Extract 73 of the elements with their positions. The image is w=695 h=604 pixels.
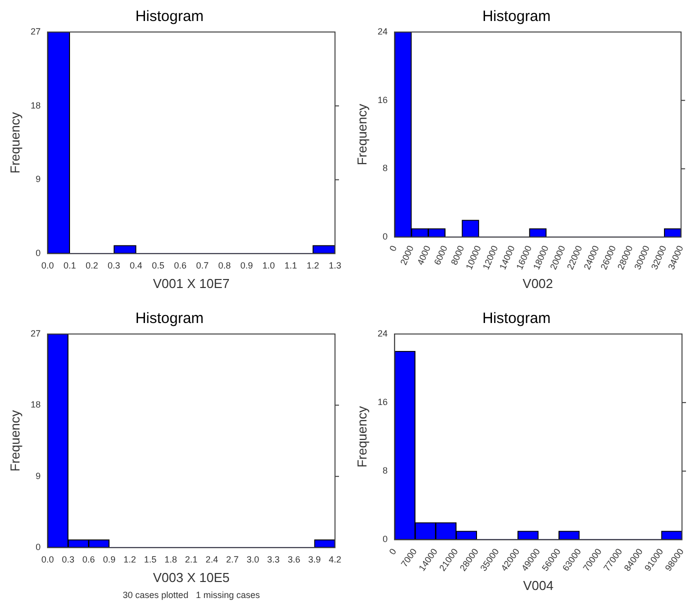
x-tick-label: 0.0 bbox=[41, 260, 54, 270]
x-axis-title: V004 bbox=[523, 578, 554, 593]
x-tick-label: 1.5 bbox=[144, 554, 157, 564]
x-tick-label: 12000 bbox=[480, 244, 500, 272]
y-tick-label: 0 bbox=[382, 534, 388, 544]
x-tick-label: 0.2 bbox=[86, 260, 98, 270]
chart-title: Histogram bbox=[482, 8, 551, 26]
x-tick-label: 0.7 bbox=[196, 260, 209, 270]
x-tick-label: 3.6 bbox=[288, 554, 300, 564]
y-axis-title: Frequency bbox=[7, 410, 22, 472]
x-tick-label: 2.4 bbox=[206, 554, 218, 564]
y-tick-label: 9 bbox=[36, 470, 41, 481]
y-tick-label: 24 bbox=[378, 26, 388, 36]
x-tick-label: 1.2 bbox=[306, 260, 320, 270]
x-tick-label: 3.3 bbox=[267, 554, 280, 564]
x-tick-label: 8000 bbox=[449, 244, 466, 266]
x-tick-label: 0.3 bbox=[62, 554, 74, 564]
chart-title: Histogram bbox=[482, 310, 551, 328]
x-tick-label: 4.2 bbox=[328, 554, 342, 564]
y-tick-label: 8 bbox=[382, 163, 388, 174]
y-tick-label: 16 bbox=[378, 397, 388, 408]
x-tick-label: 0.8 bbox=[218, 260, 231, 270]
text: 30 cases plotted 1 missing cases bbox=[122, 590, 260, 600]
y-axis-title: Frequency bbox=[354, 103, 370, 166]
x-tick-label: 0.5 bbox=[152, 260, 164, 270]
x-axis-title: V003 X 10E5 bbox=[152, 570, 230, 585]
y-axis-title: Frequency bbox=[354, 406, 370, 468]
x-tick-label: 2000 bbox=[398, 244, 416, 266]
x-tick-label: 1.3 bbox=[328, 260, 342, 270]
x-tick-label: 22000 bbox=[564, 244, 584, 272]
x-tick-label: 6000 bbox=[432, 244, 450, 266]
y-tick-label: 27 bbox=[30, 328, 41, 338]
y-tick-label: 18 bbox=[30, 400, 41, 410]
x-tick-label: 32000 bbox=[649, 244, 668, 272]
chart-title: Histogram bbox=[135, 310, 204, 328]
chart-title: Histogram bbox=[135, 8, 204, 26]
x-tick-label: 3.9 bbox=[308, 554, 321, 564]
y-tick-label: 8 bbox=[382, 466, 388, 476]
x-axis-title: V001 X 10E7 bbox=[152, 276, 230, 291]
x-tick-label: 28000 bbox=[616, 244, 635, 272]
x-tick-label: 4000 bbox=[415, 244, 432, 266]
x-tick-label: 1.8 bbox=[164, 554, 178, 564]
x-tick-label: 0.4 bbox=[130, 260, 142, 270]
x-tick-label: 0.9 bbox=[240, 260, 253, 270]
x-tick-label: 1.0 bbox=[262, 260, 275, 270]
x-tick-label: 0.1 bbox=[63, 260, 76, 270]
y-tick-label: 16 bbox=[378, 94, 388, 105]
y-tick-label: 27 bbox=[30, 26, 41, 36]
x-tick-label: 1.1 bbox=[284, 260, 298, 270]
y-tick-label: 0 bbox=[382, 232, 388, 242]
x-tick-label: 34000 bbox=[666, 244, 686, 272]
x-tick-label: 2.7 bbox=[226, 554, 239, 564]
x-tick-label: 0.3 bbox=[108, 260, 120, 270]
y-tick-label: 18 bbox=[30, 100, 41, 110]
x-tick-label: 2.1 bbox=[185, 554, 198, 564]
x-tick-label: 10000 bbox=[464, 244, 483, 272]
x-tick-label: 30000 bbox=[632, 244, 652, 272]
x-tick-label: 24000 bbox=[582, 244, 601, 272]
x-tick-label: 3.0 bbox=[246, 554, 260, 564]
y-axis-title: Frequency bbox=[7, 112, 22, 174]
x-tick-label: 0.6 bbox=[82, 554, 95, 564]
x-axis-title: V002 bbox=[522, 276, 554, 291]
x-tick-label: 16000 bbox=[514, 244, 534, 272]
y-tick-label: 24 bbox=[378, 328, 388, 338]
x-tick-label: 20000 bbox=[548, 244, 568, 272]
y-tick-label: 9 bbox=[36, 174, 41, 184]
x-tick-label: 0.0 bbox=[41, 554, 54, 564]
x-tick-label: 18000 bbox=[531, 244, 550, 272]
x-tick-label: 1.2 bbox=[123, 554, 136, 564]
x-tick-label: 26000 bbox=[598, 244, 618, 272]
x-tick-label: 0.6 bbox=[174, 260, 187, 270]
x-tick-label: 0.9 bbox=[102, 554, 116, 564]
x-tick-label: 14000 bbox=[498, 244, 517, 272]
